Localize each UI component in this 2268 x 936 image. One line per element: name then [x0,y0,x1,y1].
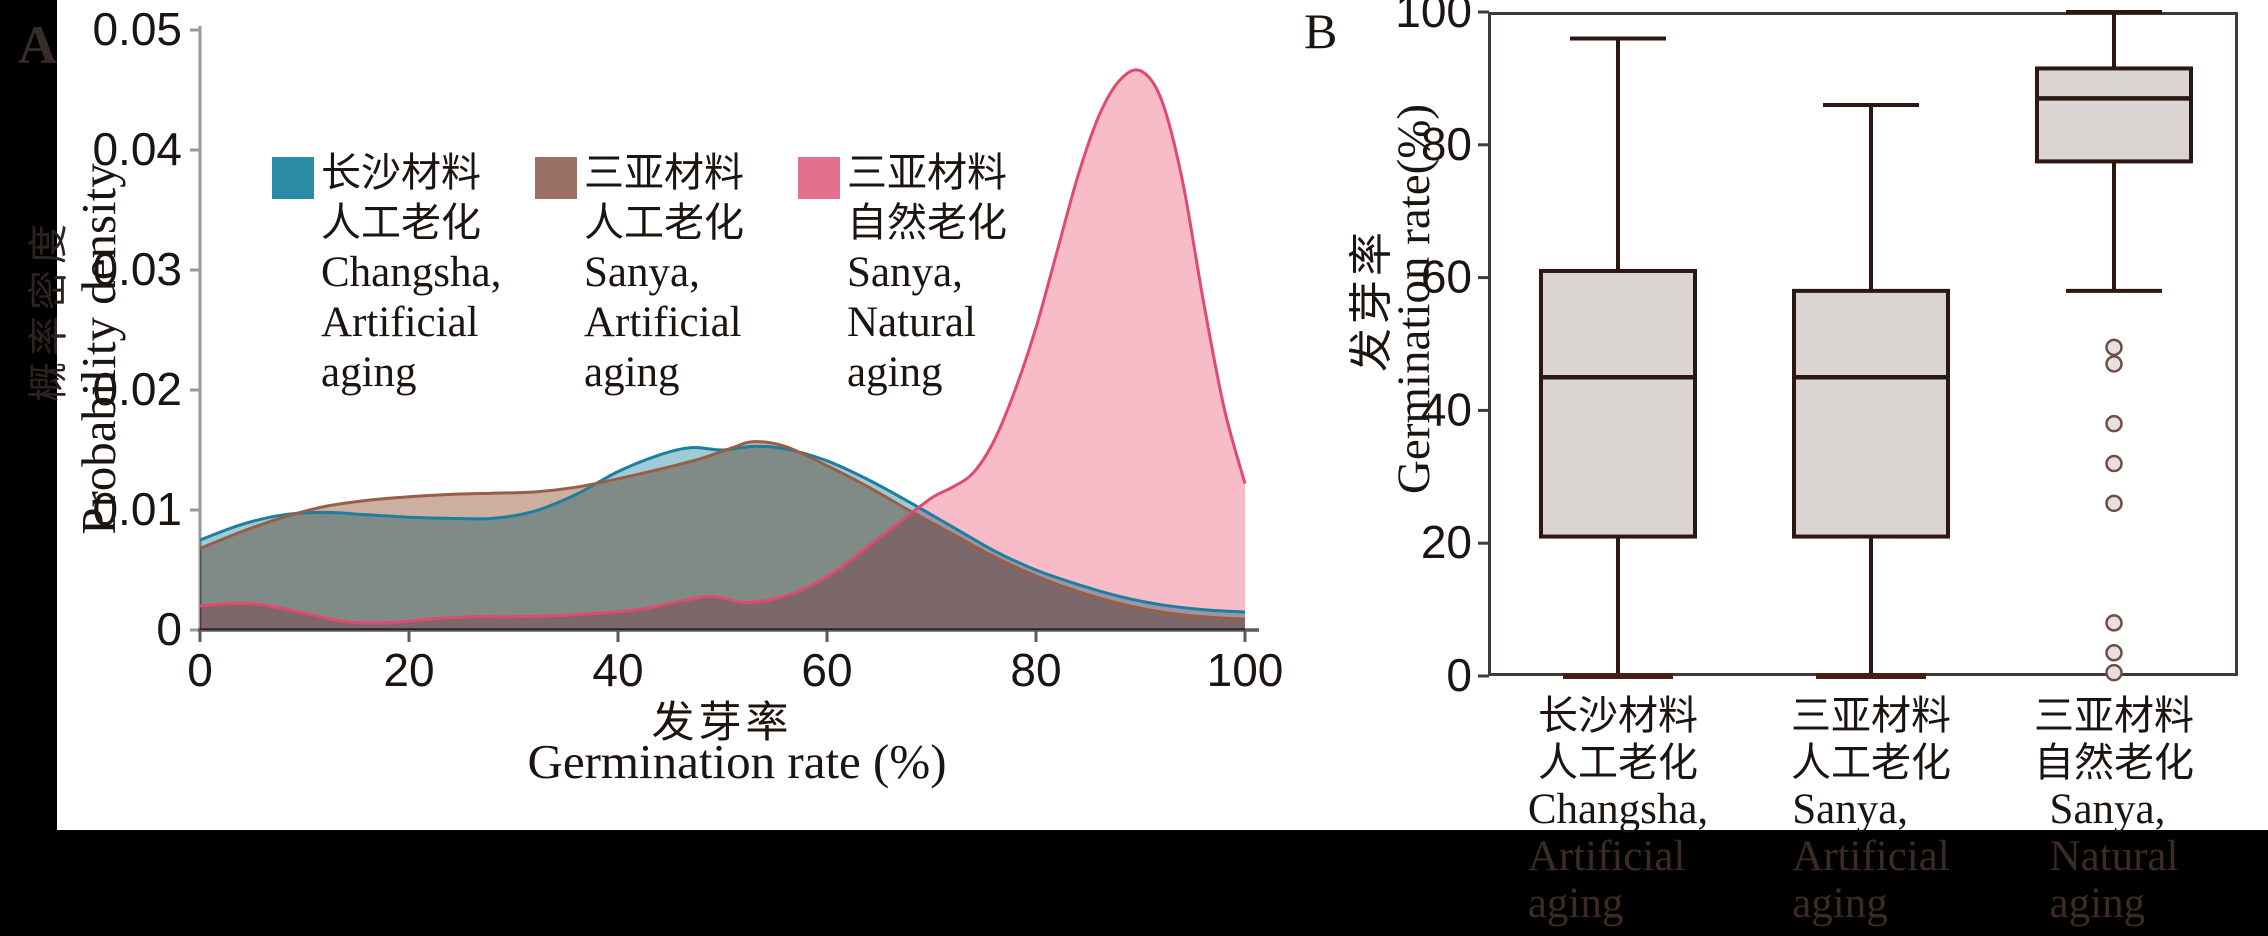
panel-a-y-axis-title-en: Probability density [71,163,126,535]
legend-entry-sanya-artificial: 三亚材料 人工老化 Sanya, Artificial aging [535,148,744,398]
category-english-lines: Sanya, Natural aging [2049,786,2179,927]
panel-a-label: A [18,15,57,75]
legend-label: 三亚材料 自然老化 Sanya, Natural aging [847,150,1007,396]
x-tick-label: 100 [1207,644,1284,696]
outlier-point [2105,355,2123,373]
y-tick-label: 0 [1446,649,1472,701]
density-line-2 [199,68,1247,625]
boxplot-category-changsha-artificial: 长沙材料 人工老化 Changsha, Artificial aging [1527,693,1709,927]
outlier-point [2105,454,2123,473]
panel-b-y-axis-title-zh: 发芽率 [1347,228,1396,372]
panel-b-y-axis-title-en: Germination rate(%) [1388,103,1440,495]
boxplot-chart: 0 20 40 60 80 100 [1395,0,2238,701]
y-tick-label: 80 [1421,118,1472,170]
box-iqr [1792,288,1950,539]
panel-a-x-axis-title-zh: 发芽率 [651,700,793,747]
panel-a-x-axis-title-en: Germination rate (%) [527,734,947,789]
x-tick-label: 80 [1010,644,1061,696]
legend-swatch-changsha-artificial-icon [272,157,314,199]
box-iqr [1539,268,1697,539]
outlier-point [2105,663,2123,682]
category-english-lines: Changsha, Artificial aging [1527,786,1709,927]
box-iqr [2035,66,2193,164]
y-tick-label: 60 [1421,251,1472,303]
y-tick-label: 0 [156,603,182,655]
legend-swatch-sanya-artificial-icon [535,157,577,199]
x-tick-label: 40 [592,644,643,696]
boxplot-category-sanya-artificial: 三亚材料 人工老化 Sanya, Artificial aging [1791,693,1951,927]
y-tick-label: 0.04 [92,123,182,175]
y-tick-label: 100 [1395,0,1472,37]
x-tick-label: 20 [383,644,434,696]
legend-entry-changsha-artificial: 长沙材料 人工老化 Changsha, Artificial aging [272,148,501,398]
y-tick-label: 0.03 [92,243,182,295]
y-tick-label: 40 [1421,383,1472,435]
outlier-point [2105,494,2123,513]
y-tick-label: 20 [1421,516,1472,568]
y-tick-label: 0.05 [92,3,182,55]
legend-entry-sanya-natural: 三亚材料 自然老化 Sanya, Natural aging [798,148,1007,398]
outlier-point [2105,414,2123,433]
legend-label: 三亚材料 人工老化 Sanya, Artificial aging [584,150,744,396]
outlier-point [2105,644,2123,662]
boxplot-category-sanya-natural: 三亚材料 自然老化 Sanya, Natural aging [2034,693,2194,927]
x-tick-label: 0 [187,644,213,696]
density-line-1 [199,440,1246,621]
outlier-point [2105,614,2123,632]
legend-swatch-sanya-natural-icon [798,157,840,199]
y-tick-label: 0.01 [92,483,182,535]
panel-a-y-axis-title-zh: 概率密度 [26,218,71,402]
y-tick-label: 0.02 [92,363,182,415]
legend-label: 长沙材料 人工老化 Changsha, Artificial aging [321,150,502,396]
panel-b-label: B [1304,3,1338,59]
outlier-point [2105,338,2123,357]
category-english-lines: Sanya, Artificial aging [1792,786,1950,927]
density-chart: 0 0.01 0.02 0.03 0.04 0.05 0 20 40 60 80 100 [92,3,1283,696]
x-tick-label: 60 [801,644,852,696]
density-area-2 [200,69,1245,630]
